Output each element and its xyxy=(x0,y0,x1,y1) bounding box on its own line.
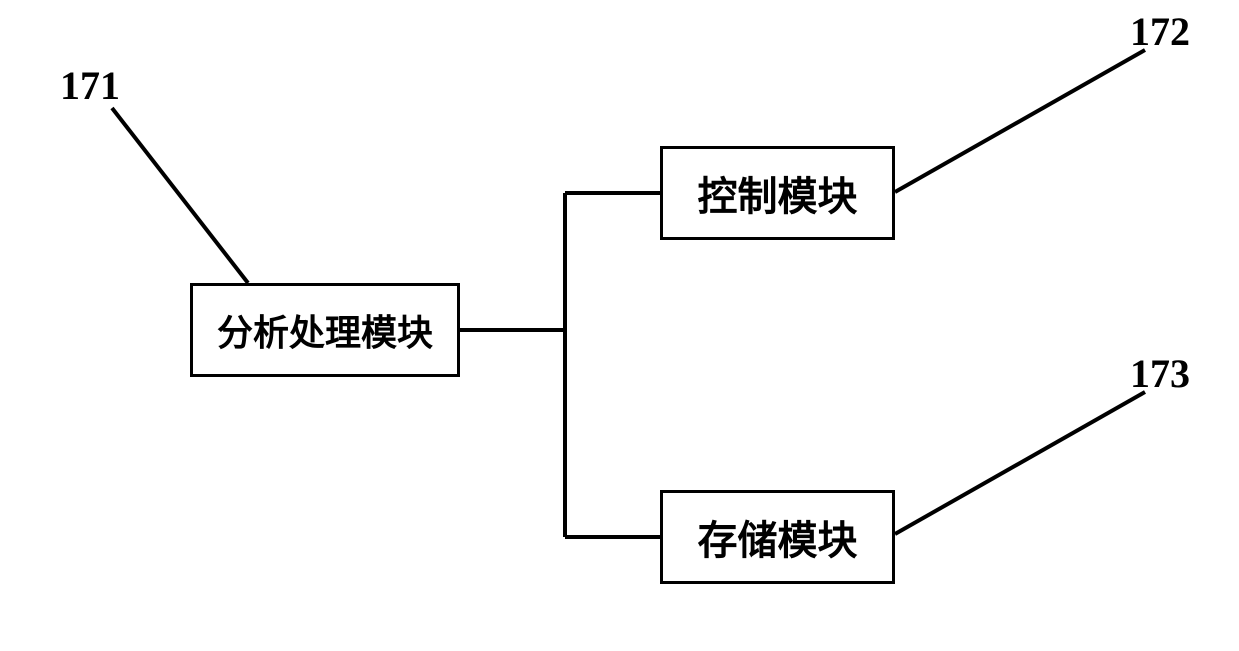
storage-module-label: 存储模块 xyxy=(698,508,858,566)
ref-173-text: 173 xyxy=(1130,351,1190,396)
ref-number-173: 173 xyxy=(1130,350,1190,397)
ref-number-172: 172 xyxy=(1130,8,1190,55)
analysis-module-label: 分析处理模块 xyxy=(217,304,433,356)
leader-173 xyxy=(895,392,1145,534)
leader-171 xyxy=(112,108,248,283)
analysis-module-box: 分析处理模块 xyxy=(190,283,460,377)
storage-module-box: 存储模块 xyxy=(660,490,895,584)
block-diagram: 分析处理模块 控制模块 存储模块 171 172 173 xyxy=(0,0,1239,651)
ref-172-text: 172 xyxy=(1130,9,1190,54)
leader-172 xyxy=(895,50,1145,192)
ref-number-171: 171 xyxy=(60,62,120,109)
ref-171-text: 171 xyxy=(60,63,120,108)
connector-lines xyxy=(0,0,1239,651)
control-module-box: 控制模块 xyxy=(660,146,895,240)
control-module-label: 控制模块 xyxy=(698,164,858,222)
